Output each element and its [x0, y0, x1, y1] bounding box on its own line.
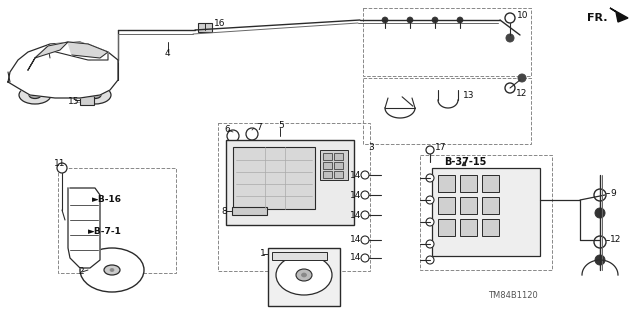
- Bar: [460, 219, 477, 236]
- Bar: [323, 153, 332, 160]
- Text: 15: 15: [68, 97, 79, 106]
- Text: 14: 14: [350, 211, 362, 219]
- Bar: [218, 123, 370, 271]
- Ellipse shape: [426, 218, 434, 226]
- Ellipse shape: [80, 248, 144, 292]
- Polygon shape: [28, 42, 108, 70]
- Text: 16: 16: [214, 19, 225, 28]
- Ellipse shape: [89, 92, 101, 99]
- Ellipse shape: [382, 17, 388, 23]
- Bar: [334, 162, 343, 169]
- Text: ►B-16: ►B-16: [92, 196, 122, 204]
- Text: 5: 5: [278, 121, 284, 130]
- Bar: [323, 162, 332, 169]
- Bar: [268, 248, 340, 306]
- Ellipse shape: [505, 13, 515, 23]
- Ellipse shape: [518, 74, 526, 82]
- Text: ►B-7-1: ►B-7-1: [88, 227, 122, 236]
- Ellipse shape: [457, 17, 463, 23]
- Text: B-37-15: B-37-15: [444, 157, 486, 167]
- Bar: [482, 197, 499, 214]
- Ellipse shape: [426, 146, 434, 154]
- Bar: [363, 78, 531, 144]
- Bar: [363, 8, 531, 76]
- Ellipse shape: [361, 236, 369, 244]
- Text: 12: 12: [610, 235, 621, 244]
- Ellipse shape: [426, 240, 434, 248]
- Bar: [460, 197, 477, 214]
- Text: 1: 1: [260, 249, 266, 258]
- Ellipse shape: [361, 171, 369, 179]
- Bar: [320, 150, 348, 180]
- Bar: [198, 23, 212, 32]
- Bar: [438, 175, 455, 192]
- Text: TM84B1120: TM84B1120: [488, 292, 538, 300]
- Text: 7: 7: [256, 123, 262, 132]
- Bar: [323, 171, 332, 178]
- Bar: [272, 252, 327, 260]
- Ellipse shape: [426, 174, 434, 182]
- Bar: [420, 155, 552, 270]
- Ellipse shape: [432, 17, 438, 23]
- Bar: [460, 175, 477, 192]
- Bar: [482, 219, 499, 236]
- Bar: [334, 171, 343, 178]
- Ellipse shape: [407, 17, 413, 23]
- Text: 6: 6: [224, 125, 230, 135]
- Text: 4: 4: [165, 48, 171, 57]
- Ellipse shape: [361, 254, 369, 262]
- Ellipse shape: [276, 255, 332, 295]
- Text: —: —: [75, 100, 81, 106]
- Text: 17: 17: [435, 144, 447, 152]
- Bar: [226, 140, 354, 225]
- Text: 14: 14: [350, 235, 362, 244]
- Bar: [232, 207, 267, 215]
- Ellipse shape: [110, 269, 114, 271]
- Text: FR.: FR.: [587, 13, 607, 23]
- Ellipse shape: [426, 256, 434, 264]
- Ellipse shape: [301, 273, 307, 277]
- Polygon shape: [8, 42, 118, 98]
- Bar: [438, 197, 455, 214]
- Bar: [58, 168, 176, 273]
- Text: 3: 3: [368, 144, 374, 152]
- Text: 14: 14: [350, 190, 362, 199]
- Text: 9: 9: [610, 189, 616, 197]
- Text: 13: 13: [463, 91, 474, 100]
- Bar: [334, 153, 343, 160]
- Ellipse shape: [227, 130, 239, 142]
- Bar: [233, 147, 315, 209]
- Ellipse shape: [57, 163, 67, 173]
- Ellipse shape: [296, 269, 312, 281]
- Text: 12: 12: [516, 88, 527, 98]
- Text: 11: 11: [54, 160, 65, 168]
- Bar: [482, 175, 499, 192]
- Polygon shape: [35, 42, 68, 58]
- Ellipse shape: [594, 236, 606, 248]
- Polygon shape: [68, 188, 100, 268]
- Ellipse shape: [594, 189, 606, 201]
- Ellipse shape: [361, 191, 369, 199]
- Ellipse shape: [246, 128, 258, 140]
- Ellipse shape: [506, 34, 514, 42]
- Ellipse shape: [505, 83, 515, 93]
- Ellipse shape: [595, 208, 605, 218]
- Text: 14: 14: [350, 254, 362, 263]
- Polygon shape: [68, 42, 108, 58]
- Bar: [438, 219, 455, 236]
- Ellipse shape: [426, 196, 434, 204]
- Ellipse shape: [361, 211, 369, 219]
- Text: 2: 2: [78, 268, 84, 277]
- Ellipse shape: [29, 92, 41, 99]
- Ellipse shape: [19, 86, 51, 104]
- Ellipse shape: [595, 255, 605, 265]
- Ellipse shape: [79, 86, 111, 104]
- Ellipse shape: [104, 265, 120, 275]
- Bar: [432, 168, 540, 256]
- Polygon shape: [610, 8, 628, 22]
- Text: 10: 10: [517, 11, 529, 19]
- Text: 14: 14: [350, 170, 362, 180]
- Text: 8: 8: [221, 206, 227, 216]
- Bar: [80, 96, 94, 105]
